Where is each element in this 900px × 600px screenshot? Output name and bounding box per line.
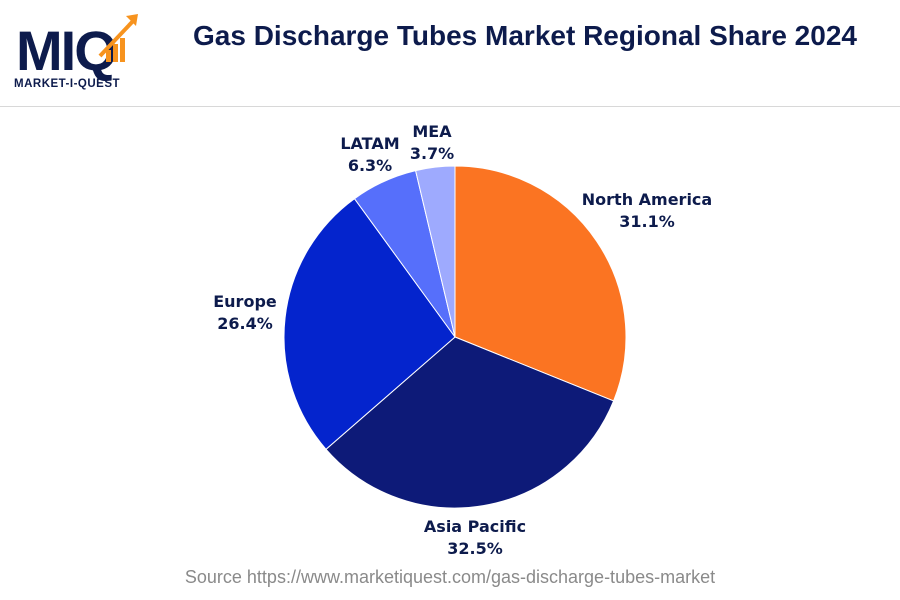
slice-label-north-america: North America [582,190,712,209]
slice-value-mea: 3.7% [410,144,454,163]
pie-labels: North America 31.1% Asia Pacific 32.5% Europ… [213,122,712,558]
source-note: Source https://www.marketiquest.com/gas-… [184,567,716,587]
slice-value-latam: 6.3% [348,156,392,175]
header: MIQ MARKET-I-QUEST Gas Discharge Tubes M… [0,0,900,106]
slice-value-north-america: 31.1% [619,212,675,231]
pie-slice-europe [283,197,456,450]
slice-value-asia-pacific: 32.5% [447,539,503,558]
slice-label-europe: Europe [213,292,277,311]
pie-slice-mea [414,165,456,338]
header-divider [0,106,900,107]
pie-slices [283,165,627,509]
pie-slice-asia-pacific [325,336,615,509]
slice-label-asia-pacific: Asia Pacific [424,517,526,536]
slice-label-latam: LATAM [340,134,399,153]
logo-subtext: MARKET-I-QUEST [14,78,121,90]
chart-title: Gas Discharge Tubes Market Regional Shar… [193,20,857,51]
growth-arrow-icon [98,14,138,62]
pie-slice-north-america [454,165,627,402]
slice-value-europe: 26.4% [217,314,273,333]
slice-label-mea: MEA [412,122,452,141]
miq-logo: MIQ [16,14,138,82]
logo-letters: MIQ [16,19,116,82]
